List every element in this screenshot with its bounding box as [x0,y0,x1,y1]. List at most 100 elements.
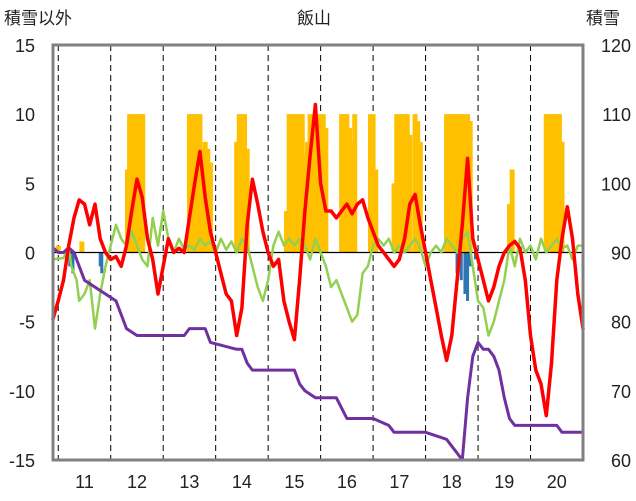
precip-bar [394,114,400,253]
precip-bar [457,114,463,253]
blue-bar [71,252,75,274]
precip-bar [549,114,555,253]
y-right-tick-label: 110 [602,105,631,125]
precip-bar [294,114,300,253]
precip-bar [286,114,292,253]
precip-bar [197,114,203,253]
precip-bar [320,114,326,253]
series-line-green [51,209,585,337]
precip-bar [284,211,290,253]
precip-bar [312,114,318,253]
precip-bar [412,114,418,253]
y-left-tick-label: -5 [19,313,35,333]
x-tick-label: 17 [389,472,409,492]
precip-bar [559,141,565,253]
x-tick-label: 13 [179,472,199,492]
precip-bar [186,114,192,253]
precip-bar [543,114,549,253]
y-left-tick-label: 15 [15,36,35,56]
chart-title: 飯山 [297,9,331,28]
precip-bar [244,148,250,253]
precip-bar [449,114,455,253]
precip-bar [234,141,240,253]
y-left-tick-label: 5 [25,174,35,194]
blue-bar [100,252,104,274]
x-tick-label: 11 [75,472,94,492]
precip-bar [310,114,316,253]
precip-bar [239,114,245,253]
precip-bar [546,114,552,253]
y-left-tick-label: -15 [9,451,35,471]
x-tick-label: 14 [232,472,252,492]
precip-bar [349,141,355,253]
x-tick-label: 12 [127,472,147,492]
plot-frame [51,43,585,462]
precip-bar [140,114,146,253]
precip-bar [451,114,457,253]
precip-bar [137,114,143,253]
y-left-tick-label: -10 [9,382,35,402]
y-right-tick-label: 120 [601,36,631,56]
x-tick-label: 18 [442,472,462,492]
x-tick-label: 15 [284,472,304,492]
y-axis-left-label: 積雪以外 [4,9,72,28]
y-axis-right-label: 積雪 [586,9,620,28]
blue-bar [468,252,472,267]
precip-bar [291,114,297,253]
precip-bar [407,134,413,253]
precip-bar [352,114,358,253]
precip-bar [391,183,397,253]
precip-bar [200,148,206,253]
precip-bar [509,169,515,253]
precip-bar [396,114,402,253]
precip-bar [417,141,423,253]
precip-bar [507,204,513,253]
precip-bar [242,114,248,253]
precip-bar [189,114,195,253]
precip-bar [444,114,450,253]
precip-bar [205,148,211,253]
precip-bar [289,114,295,253]
precip-bar [236,114,242,253]
y-right-tick-label: 70 [611,382,631,402]
precip-bar [55,245,61,253]
blue-bar [463,252,467,294]
precip-bar [415,121,421,253]
precip-bar [373,169,379,253]
x-tick-label: 19 [494,472,514,492]
precip-bar [399,114,405,253]
y-left-tick-label: 10 [15,105,35,125]
precip-bar [554,114,560,253]
precip-bar [194,114,200,253]
precip-bar [339,114,345,253]
blue-bar [459,252,463,281]
precip-bar [79,241,85,253]
precip-bar [315,114,321,253]
precip-bar [459,114,465,253]
precip-bar [556,114,562,253]
precip-bar [446,114,452,253]
precip-bar [307,114,313,253]
precip-bar [341,114,347,253]
precip-bar [404,114,410,253]
precip-bar [367,114,373,253]
y-right-tick-label: 60 [611,451,631,471]
precip-bar [402,114,408,253]
precip-bar [207,162,213,253]
precip-bar [127,114,133,253]
precip-bar [370,114,376,253]
y-right-tick-label: 80 [611,313,631,333]
x-tick-label: 20 [547,472,567,492]
series-line-purple [51,246,585,462]
precip-bar [323,128,329,253]
precip-bar [551,114,557,253]
y-right-tick-label: 100 [601,174,631,194]
blue-bar [466,252,470,301]
y-left-tick-label: 0 [25,244,35,264]
blue-bar [98,252,102,267]
precip-bar [344,114,350,253]
x-tick-label: 16 [337,472,357,492]
y-right-tick-label: 90 [611,244,631,264]
